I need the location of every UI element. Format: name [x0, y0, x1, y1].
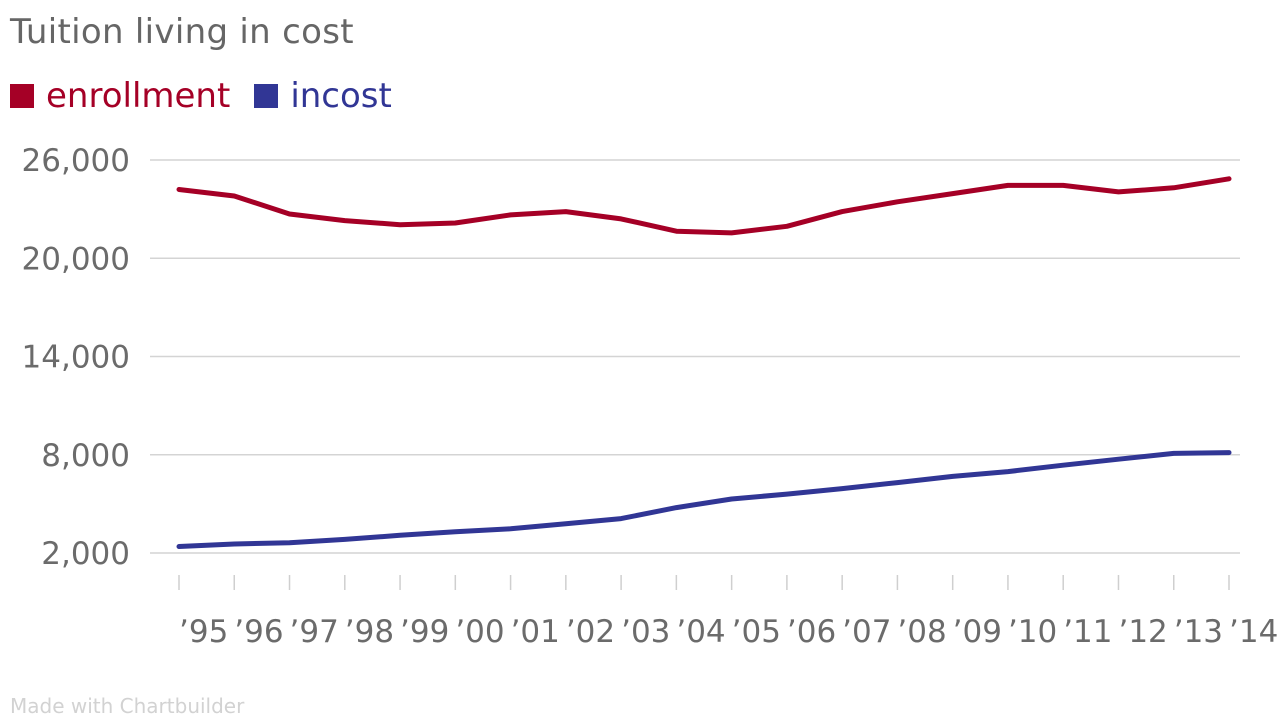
y-tick-label: 2,000	[41, 536, 130, 572]
x-tick-label: ’14	[1229, 614, 1278, 650]
x-tick-label: ’96	[234, 614, 283, 650]
x-tick-label: ’07	[842, 614, 891, 650]
legend-swatch-enrollment	[10, 84, 34, 108]
x-tick-label: ’05	[732, 614, 781, 650]
legend-item-enrollment: enrollment	[10, 76, 230, 116]
legend-swatch-incost	[254, 84, 279, 108]
x-tick-label: ’11	[1063, 614, 1112, 650]
x-tick-label: ’12	[1118, 614, 1167, 650]
x-tick-label: ’95	[179, 614, 228, 650]
legend-label-enrollment: enrollment	[46, 76, 231, 116]
series-line-enrollment	[176, 176, 1232, 236]
legend-label-incost: incost	[290, 76, 392, 116]
x-tick-label: ’09	[953, 614, 1002, 650]
chart-legend: enrollment incost	[10, 76, 416, 116]
x-tick-label: ’02	[566, 614, 615, 650]
x-tick-label: ’03	[621, 614, 670, 650]
x-tick-label: ’06	[787, 614, 836, 650]
x-tick-label: ’00	[455, 614, 504, 650]
x-tick-label: ’98	[345, 614, 394, 650]
x-tick-label: ’13	[1174, 614, 1223, 650]
x-tick-label: ’10	[1008, 614, 1057, 650]
y-tick-label: 20,000	[22, 241, 130, 277]
x-tick-label: ’97	[290, 614, 339, 650]
y-tick-label: 8,000	[41, 438, 130, 474]
x-tick-label: ’01	[511, 614, 560, 650]
legend-item-incost: incost	[254, 76, 392, 116]
footer-credit: Made with Chartbuilder	[10, 694, 245, 718]
x-tick-label: ’99	[400, 614, 449, 650]
chart-title: Tuition living in cost	[10, 12, 354, 52]
x-tick-label: ’08	[897, 614, 946, 650]
y-tick-label: 26,000	[22, 143, 130, 179]
series-line-incost	[176, 450, 1232, 549]
y-tick-label: 14,000	[22, 340, 130, 376]
x-tick-label: ’04	[676, 614, 725, 650]
